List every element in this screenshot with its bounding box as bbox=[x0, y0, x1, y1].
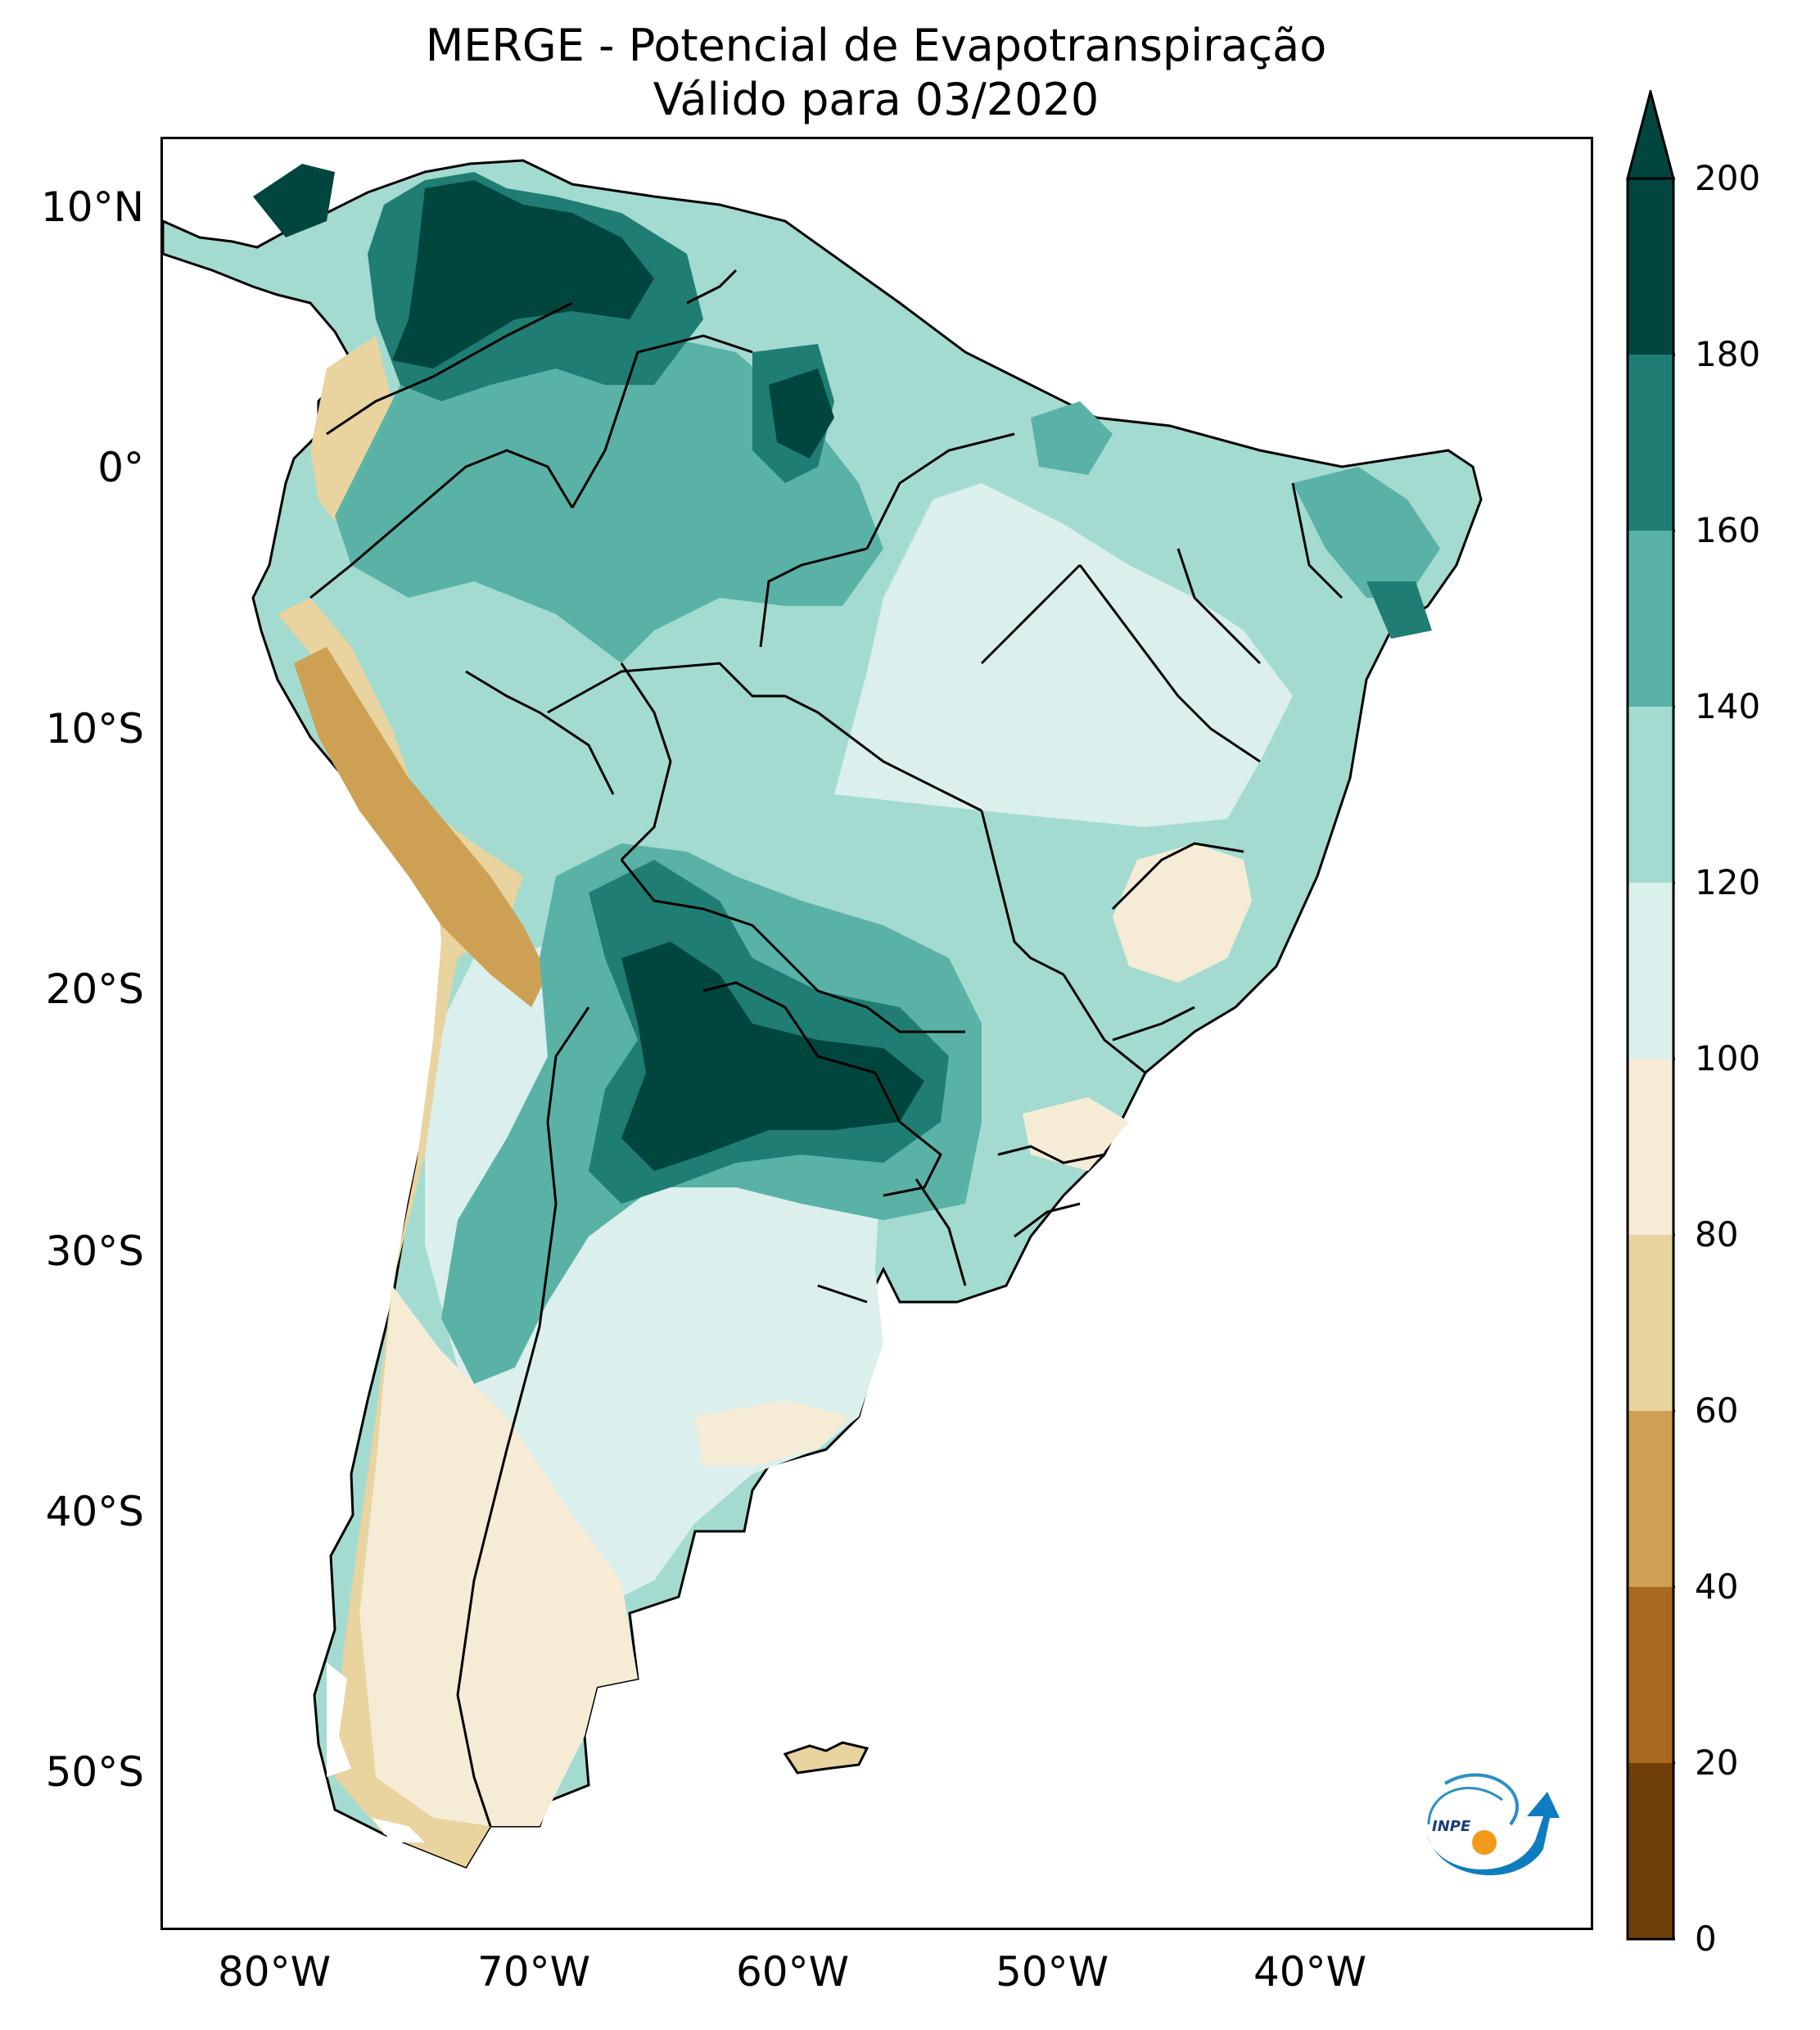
colorbar bbox=[1626, 90, 1675, 1941]
colorbar-segment bbox=[1628, 1763, 1673, 1939]
map-subtitle: Válido para 03/2020 bbox=[653, 74, 1100, 125]
colorbar-segment bbox=[1628, 707, 1673, 883]
colorbar-extend-arrow bbox=[1626, 90, 1675, 180]
colorbar-tick-label: 140 bbox=[1695, 686, 1761, 726]
falkland-islands bbox=[783, 1741, 869, 1775]
colorbar-tick-label: 40 bbox=[1695, 1567, 1739, 1607]
colorbar-tick-label: 100 bbox=[1695, 1038, 1761, 1078]
colorbar-tick-label: 160 bbox=[1695, 510, 1761, 550]
fjords bbox=[327, 1662, 425, 1842]
lat-label-10s: 10°S bbox=[45, 705, 144, 753]
colorbar-segment bbox=[1628, 883, 1673, 1059]
colorbar-tick-label: 120 bbox=[1695, 862, 1761, 902]
colorbar-tick-label: 200 bbox=[1695, 158, 1761, 198]
zone-dark-teal bbox=[368, 172, 1432, 1204]
colorbar-segments bbox=[1628, 177, 1675, 1941]
colorbar-tick-label: 60 bbox=[1695, 1390, 1739, 1431]
inpe-logo-icon: INPE bbox=[1427, 1773, 1560, 1876]
lon-label-70w: 70°W bbox=[476, 1948, 591, 1996]
colorbar-segment bbox=[1628, 1587, 1673, 1763]
colorbar-tick-label: 0 bbox=[1695, 1919, 1717, 1959]
lat-label-0: 0° bbox=[97, 444, 144, 491]
lon-label-60w: 60°W bbox=[735, 1948, 850, 1996]
colorbar-segment bbox=[1628, 1059, 1673, 1235]
svg-text:INPE: INPE bbox=[1432, 1818, 1471, 1835]
country-borders bbox=[309, 269, 1344, 1827]
zone-deepest bbox=[253, 164, 924, 1171]
colorbar-tick-label: 180 bbox=[1695, 334, 1761, 374]
colorbar-segment bbox=[1628, 355, 1673, 531]
map-svg bbox=[163, 159, 1483, 1869]
lat-label-20s: 20°S bbox=[45, 965, 144, 1013]
lon-label-80w: 80°W bbox=[217, 1948, 332, 1996]
lon-label-40w: 40°W bbox=[1253, 1948, 1367, 1996]
colorbar-segment bbox=[1628, 1235, 1673, 1411]
lat-label-30s: 30°S bbox=[45, 1227, 144, 1275]
lon-label-50w: 50°W bbox=[995, 1948, 1109, 1996]
colorbar-tick-label: 80 bbox=[1695, 1214, 1739, 1255]
lat-label-50s: 50°S bbox=[45, 1748, 144, 1796]
colorbar-segment bbox=[1628, 179, 1673, 355]
map-title: MERGE - Potencial de Evapotranspiração bbox=[425, 20, 1327, 71]
colorbar-tick-label: 20 bbox=[1695, 1743, 1739, 1783]
map-panel bbox=[160, 137, 1593, 1930]
zone-cream bbox=[359, 843, 1252, 1826]
lat-label-40s: 40°S bbox=[45, 1488, 144, 1535]
colorbar-segment bbox=[1628, 1411, 1673, 1587]
colorbar-segment bbox=[1628, 531, 1673, 707]
lat-label-10n: 10°N bbox=[40, 183, 144, 231]
